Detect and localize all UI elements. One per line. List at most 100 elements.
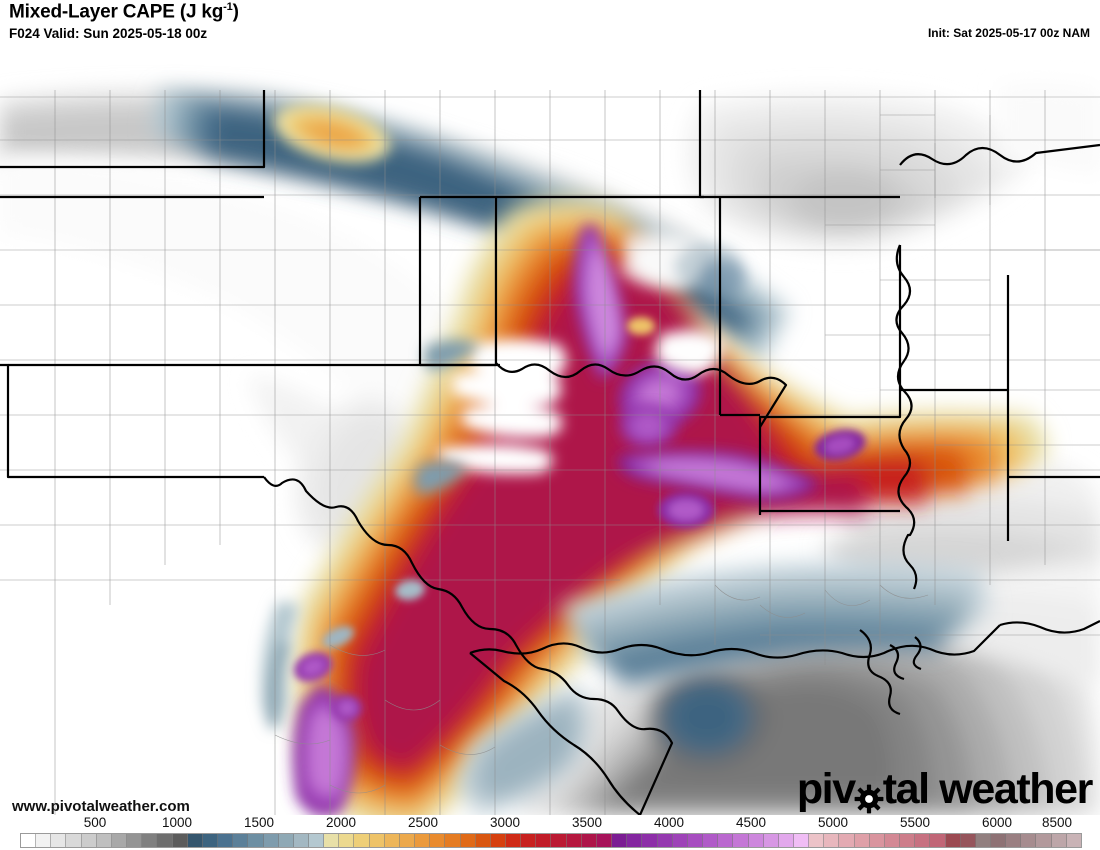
colorbar-swatch (506, 834, 522, 847)
colorbar-tick-label: 3500 (571, 815, 603, 830)
colorbar-swatch (339, 834, 355, 847)
colorbar-swatch (596, 834, 613, 847)
colorbar-swatch (1036, 834, 1052, 847)
colorbar-swatch (612, 834, 628, 847)
colorbar-swatch (1021, 834, 1037, 847)
colorbar-swatch (945, 834, 961, 847)
colorbar-tick-label: 3000 (489, 815, 521, 830)
colorbar-swatch (399, 834, 416, 847)
geography-overlay (0, 90, 1100, 815)
colorbar-swatch (263, 834, 279, 847)
colorbar-swatch (960, 834, 976, 847)
colorbar-tick-label: 500 (83, 815, 107, 830)
colorbar-swatch (900, 834, 916, 847)
colorbar-swatch (975, 834, 991, 847)
colorbar-swatch (642, 834, 658, 847)
logo-text-pre: piv (796, 765, 856, 813)
colorbar-swatch (824, 834, 840, 847)
colorbar-swatch (809, 834, 825, 847)
map-canvas[interactable] (0, 45, 1100, 815)
colorbar-swatch (733, 834, 749, 847)
colorbar-swatch (142, 834, 158, 847)
colorbar-swatch (157, 834, 173, 847)
colorbar-swatch (172, 834, 188, 847)
colorbar-tick-label: 8500 (1041, 815, 1073, 830)
colorbar-swatch (111, 834, 128, 847)
colorbar-swatch (278, 834, 294, 847)
colorbar-swatch (202, 834, 219, 847)
colorbar-swatch (521, 834, 537, 847)
colorbar-swatch (991, 834, 1007, 847)
colorbar-swatch (324, 834, 340, 847)
cape-heatmap (0, 45, 1100, 815)
colorbar-swatch (127, 834, 143, 847)
colorbar-swatch (915, 834, 931, 847)
colorbar-swatch (354, 834, 370, 847)
colorbar-tick-label: 2500 (407, 815, 439, 830)
colorbar-swatch (778, 834, 794, 847)
site-url-label: www.pivotalweather.com (12, 798, 190, 815)
colorbar-swatch (81, 834, 97, 847)
colorbar-swatch (384, 834, 400, 847)
map-header: Mixed-Layer CAPE (J kg-1) F024 Valid: Su… (0, 0, 1100, 45)
colorbar-swatch (51, 834, 67, 847)
valid-time-label: F024 Valid: Sun 2025-05-18 00z (9, 26, 208, 41)
colorbar-tick-label: 2000 (325, 815, 357, 830)
colorbar-swatch (672, 834, 688, 847)
colorbar-tick-label: 1500 (243, 815, 275, 830)
colorbar-swatch (763, 834, 779, 847)
colorbar-swatch (490, 834, 506, 847)
colorbar-swatch (1051, 834, 1067, 847)
colorbar-swatch (551, 834, 567, 847)
colorbar-swatch (21, 834, 37, 847)
colorbar-swatch (1006, 834, 1022, 847)
colorbar-swatches[interactable] (20, 833, 1082, 848)
state-boundaries (0, 90, 1100, 815)
colorbar-swatch (703, 834, 719, 847)
colorbar-swatch (930, 834, 946, 847)
colorbar-swatch (187, 834, 203, 847)
colorbar-tick-label: 6000 (981, 815, 1013, 830)
colorbar-tick-label: 4000 (653, 815, 685, 830)
colorbar-swatch (718, 834, 734, 847)
colorbar-swatch (36, 834, 52, 847)
colorbar-swatch (884, 834, 901, 847)
logo-text-post: tal weather (882, 765, 1094, 813)
colorbar-swatch (581, 834, 597, 847)
colorbar-swatch (233, 834, 249, 847)
page-title-main: Mixed-Layer CAPE (J kg (9, 1, 224, 23)
colorbar-swatch (308, 834, 325, 847)
colorbar-swatch (293, 834, 309, 847)
colorbar-swatch (687, 834, 704, 847)
colorbar-tick-label: 4500 (735, 815, 767, 830)
colorbar-swatch (475, 834, 491, 847)
colorbar-swatch (445, 834, 461, 847)
colorbar-swatch (460, 834, 476, 847)
colorbar-swatch (793, 834, 810, 847)
colorbar-swatch (566, 834, 582, 847)
page-title-tail: ) (232, 1, 239, 23)
colorbar-tick-label: 5000 (817, 815, 849, 830)
init-time-label: Init: Sat 2025-05-17 00z NAM (927, 26, 1090, 40)
colorbar-swatch (248, 834, 264, 847)
colorbar-swatch (839, 834, 855, 847)
colorbar-swatch (1066, 834, 1081, 847)
colorbar-swatch (415, 834, 431, 847)
colorbar-swatch (869, 834, 885, 847)
colorbar-tick-label: 5500 (899, 815, 931, 830)
pivotal-weather-logo: piv tal (796, 765, 1094, 813)
colorbar-tick-label: 1000 (161, 815, 193, 830)
gear-sun-icon (854, 779, 884, 813)
colorbar-legend: 500 1000 1500 2000 2500 3000 3500 4000 4500 5000 5… (0, 815, 1100, 850)
page-title-superscript: -1 (223, 1, 233, 13)
colorbar-swatch (96, 834, 112, 847)
colorbar-swatch (536, 834, 552, 847)
colorbar-swatch (66, 834, 82, 847)
colorbar-swatch (369, 834, 385, 847)
county-lines (0, 90, 1100, 815)
colorbar-swatch (854, 834, 870, 847)
page-title: Mixed-Layer CAPE (J kg-1) (9, 1, 239, 23)
colorbar-tick-labels: 500 1000 1500 2000 2500 3000 3500 4000 4500 5000 5… (0, 815, 1100, 833)
colorbar-swatch (748, 834, 764, 847)
